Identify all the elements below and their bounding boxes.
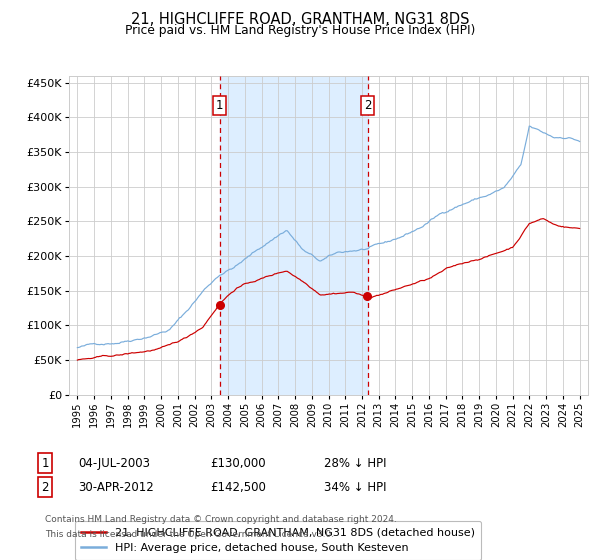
- Bar: [220, 76, 368, 395]
- Text: 04-JUL-2003: 04-JUL-2003: [78, 456, 150, 470]
- Text: 1: 1: [216, 100, 223, 113]
- Text: 1: 1: [41, 456, 49, 470]
- Text: 2: 2: [41, 480, 49, 494]
- Text: 2: 2: [364, 100, 371, 113]
- Text: £142,500: £142,500: [210, 480, 266, 494]
- Text: 34% ↓ HPI: 34% ↓ HPI: [324, 480, 386, 494]
- Text: Contains HM Land Registry data © Crown copyright and database right 2024.: Contains HM Land Registry data © Crown c…: [45, 515, 397, 524]
- Text: Price paid vs. HM Land Registry's House Price Index (HPI): Price paid vs. HM Land Registry's House …: [125, 24, 475, 37]
- Text: £130,000: £130,000: [210, 456, 266, 470]
- Legend: 21, HIGHCLIFFE ROAD, GRANTHAM, NG31 8DS (detached house), HPI: Average price, de: 21, HIGHCLIFFE ROAD, GRANTHAM, NG31 8DS …: [74, 521, 481, 560]
- Text: 21, HIGHCLIFFE ROAD, GRANTHAM, NG31 8DS: 21, HIGHCLIFFE ROAD, GRANTHAM, NG31 8DS: [131, 12, 469, 27]
- Text: 30-APR-2012: 30-APR-2012: [78, 480, 154, 494]
- Text: 28% ↓ HPI: 28% ↓ HPI: [324, 456, 386, 470]
- Text: This data is licensed under the Open Government Licence v3.0.: This data is licensed under the Open Gov…: [45, 530, 334, 539]
